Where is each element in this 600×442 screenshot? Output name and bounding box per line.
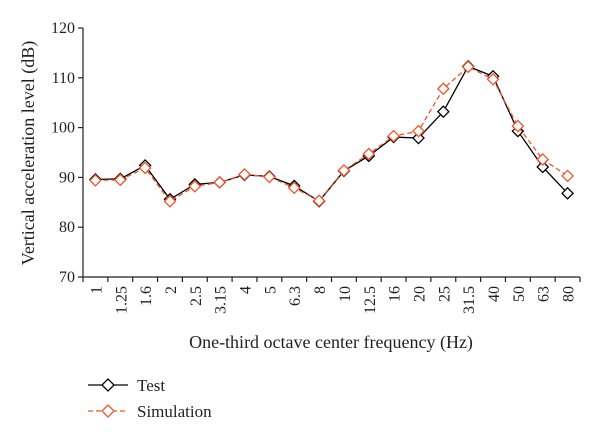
x-tick-label: 12.5 <box>362 286 379 314</box>
data-point-marker <box>412 131 425 145</box>
data-point-marker <box>461 60 475 74</box>
data-point-marker <box>436 105 450 119</box>
y-tick-label: 100 <box>51 120 75 137</box>
x-axis-title: One-third octave center frequency (Hz) <box>189 332 473 353</box>
x-tick-label: 16 <box>387 286 404 302</box>
x-tick-label: 80 <box>561 286 578 302</box>
x-tick-label: 2.5 <box>188 286 205 306</box>
legend-label: Simulation <box>137 402 212 421</box>
data-point-marker <box>412 124 425 138</box>
x-tick-label: 63 <box>536 286 553 302</box>
x-tick-label: 1 <box>88 286 105 294</box>
y-tick-label: 110 <box>52 70 75 87</box>
series-layer <box>89 59 574 208</box>
x-tick-label: 1.6 <box>138 286 155 306</box>
legend-label: Test <box>137 376 165 395</box>
x-tick-label: 40 <box>486 286 503 302</box>
data-point-marker <box>511 119 525 133</box>
data-point-marker <box>312 194 326 208</box>
legend: Test Simulation <box>88 376 212 421</box>
x-tick-label: 4 <box>238 286 255 294</box>
data-point-marker <box>138 161 152 175</box>
data-point-marker <box>337 164 351 177</box>
legend-marker <box>101 404 115 418</box>
data-point-marker <box>486 72 500 86</box>
data-point-marker <box>163 194 177 208</box>
data-point-marker <box>561 169 574 183</box>
data-point-marker <box>262 170 276 184</box>
x-tick-label: 8 <box>312 286 329 294</box>
y-tick-label: 120 <box>51 20 75 37</box>
legend-item: Simulation <box>88 402 212 421</box>
data-point-marker <box>536 153 550 166</box>
axes <box>82 28 580 278</box>
data-point-marker <box>238 167 251 181</box>
x-tick-label: 10 <box>337 286 354 302</box>
y-tick-label: 80 <box>59 219 75 236</box>
x-tick-label: 5 <box>262 286 279 294</box>
data-point-marker <box>387 129 401 143</box>
data-point-marker <box>561 186 574 200</box>
x-tick-label: 20 <box>411 286 428 302</box>
data-point-marker <box>536 160 550 174</box>
data-point-marker <box>213 175 227 189</box>
x-tick-label: 1.25 <box>113 286 130 314</box>
x-tick-label: 50 <box>511 286 528 302</box>
legend-item: Test <box>88 376 165 395</box>
x-tick-label: 25 <box>436 286 453 302</box>
data-point-marker <box>113 173 127 187</box>
data-point-marker <box>362 147 376 161</box>
series-simulation <box>89 60 574 208</box>
x-tick-label: 3.15 <box>213 286 230 314</box>
series-line <box>95 66 568 203</box>
legend-marker <box>101 378 115 392</box>
x-axis-ticks: 1 1.25 1.6 2 2.5 3.15 4 5 6.3 8 10 12.5 16 20 25 31.5 40… <box>82 277 581 314</box>
y-axis-ticks: 70 80 90 100 110 120 <box>51 20 83 286</box>
data-point-marker <box>188 179 202 193</box>
y-tick-label: 70 <box>59 269 75 286</box>
data-point-marker <box>287 181 301 195</box>
x-tick-label: 6.3 <box>287 286 304 306</box>
data-point-marker <box>436 82 450 96</box>
x-tick-label: 2 <box>163 286 180 294</box>
y-tick-label: 90 <box>59 169 75 186</box>
x-tick-label: 31.5 <box>461 286 478 314</box>
y-axis-title: Vertical acceleration level (dB) <box>18 41 39 265</box>
data-point-marker <box>89 173 102 187</box>
